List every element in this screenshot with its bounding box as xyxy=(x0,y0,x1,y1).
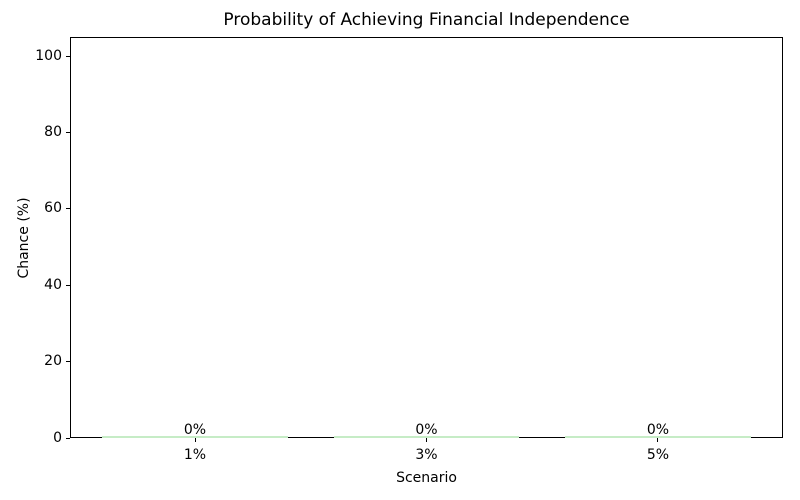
x-tick-label: 1% xyxy=(183,447,207,463)
bar-value-label: 0% xyxy=(183,422,207,438)
bar xyxy=(333,436,520,438)
bar xyxy=(102,436,288,438)
y-tick-label: 40 xyxy=(44,276,62,293)
bar-value-label: 0% xyxy=(415,422,438,438)
x-tick-mark xyxy=(657,438,659,442)
x-axis-label: Scenario xyxy=(396,470,457,486)
y-tick-label: 20 xyxy=(44,353,62,370)
x-tick-label: 5% xyxy=(646,447,670,463)
x-tick-mark xyxy=(194,438,196,442)
y-tick-mark xyxy=(66,284,70,286)
y-tick-label: 0 xyxy=(53,429,62,446)
y-tick-mark xyxy=(66,55,70,57)
y-tick-mark xyxy=(66,437,70,439)
bar-value-label: 0% xyxy=(646,422,670,438)
y-tick-label: 60 xyxy=(44,200,62,217)
plot-area xyxy=(70,37,783,438)
bar xyxy=(565,436,751,438)
y-tick-mark xyxy=(66,361,70,363)
chart-title: Probability of Achieving Financial Indep… xyxy=(223,10,630,30)
x-tick-mark xyxy=(426,438,427,442)
x-tick-label: 3% xyxy=(415,447,438,463)
y-tick-label: 80 xyxy=(44,123,62,140)
y-tick-mark xyxy=(66,131,70,133)
y-tick-label: 100 xyxy=(35,47,62,64)
y-tick-mark xyxy=(66,208,70,210)
